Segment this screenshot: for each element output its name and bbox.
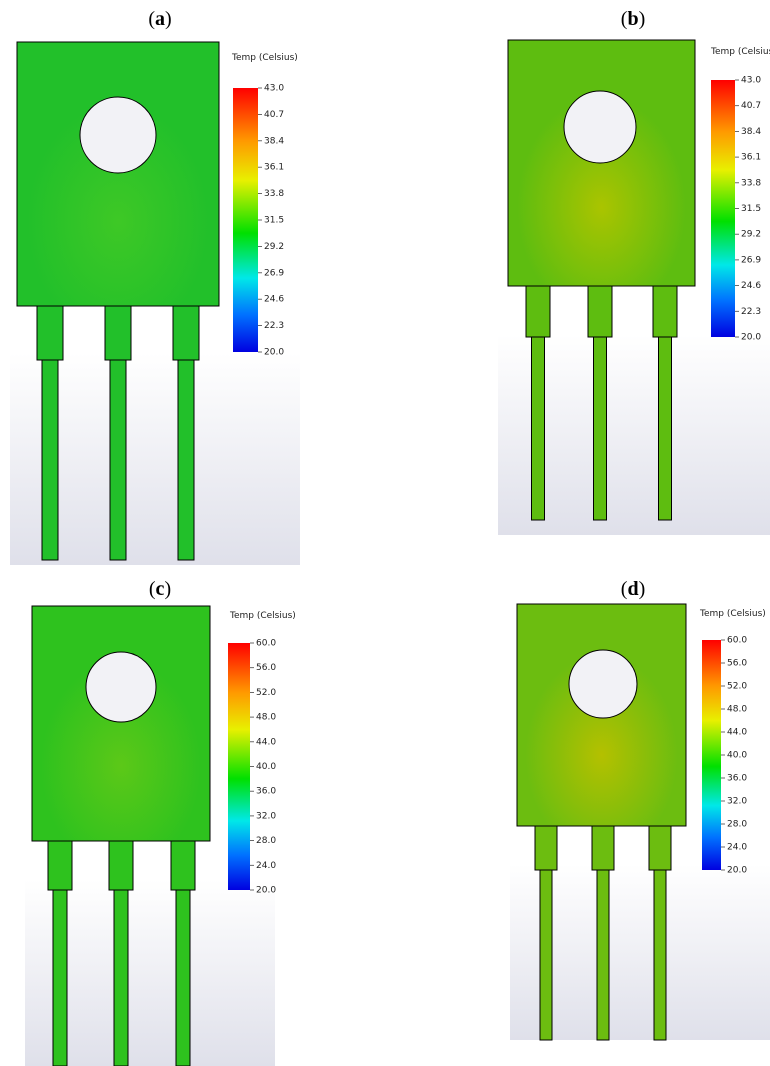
legend-title: Temp (Celsius): [699, 609, 766, 619]
panel: (d) Temp (Celsius) 60.0 56.0 52.0 48.0 44.0 40.…: [510, 578, 770, 1040]
panel: (c) Temp (Celsius) 60.0 56.0 52.0 48.0 44.0 40.…: [25, 578, 296, 1066]
scale-label: 24.0: [256, 861, 276, 871]
panel-label: (c): [149, 578, 171, 600]
pin-tab: [653, 286, 677, 337]
pin-tab: [37, 306, 63, 360]
scale-label: 24.6: [264, 295, 284, 305]
scale-label: 28.0: [727, 820, 747, 830]
scale-label: 44.0: [727, 728, 747, 738]
pin-leg: [532, 336, 545, 520]
scale-label: 36.1: [741, 153, 761, 163]
pin-leg: [540, 869, 552, 1040]
scale-label: 56.0: [727, 659, 747, 669]
scale-label: 22.3: [264, 321, 284, 331]
mounting-hole: [86, 652, 156, 722]
color-scale: [228, 643, 250, 890]
legend-title: Temp (Celsius): [710, 47, 770, 57]
scale-label: 43.0: [264, 84, 284, 94]
scale-label: 40.7: [741, 101, 761, 111]
component-body: [17, 42, 219, 306]
pin-leg: [178, 359, 194, 560]
scale-label: 24.6: [741, 281, 761, 291]
pin-tab: [588, 286, 612, 337]
scale-label: 24.0: [727, 843, 747, 853]
pin-tab: [109, 841, 133, 890]
scale-label: 22.3: [741, 307, 761, 317]
scale-label: 20.0: [727, 866, 747, 876]
scale-label: 26.9: [741, 255, 761, 265]
scale-label: 43.0: [741, 76, 761, 86]
component-body: [32, 606, 210, 841]
panel-label: (d): [621, 578, 645, 600]
scale-label: 20.0: [741, 333, 761, 343]
scale-label: 40.0: [256, 762, 276, 772]
panel: (a) Temp (Celsius) 43.0 40.7 38.4 36.1 33.8 31.…: [10, 8, 300, 565]
pin-leg: [594, 336, 607, 520]
pin-tab: [592, 826, 614, 870]
pin-tab: [649, 826, 671, 870]
pin-leg: [654, 869, 666, 1040]
scale-label: 33.8: [264, 189, 284, 199]
pin-leg: [42, 359, 58, 560]
panel-letter: a: [155, 8, 165, 30]
color-scale: [711, 80, 735, 337]
scale-label: 32.0: [256, 811, 276, 821]
pin-tab: [105, 306, 131, 360]
scale-label: 29.2: [264, 242, 284, 252]
scale-label: 40.0: [727, 751, 747, 761]
scale-label: 28.0: [256, 836, 276, 846]
scale-label: 60.0: [727, 636, 747, 646]
pin-leg: [597, 869, 609, 1040]
scale-label: 36.0: [256, 787, 276, 797]
scale-label: 48.0: [256, 713, 276, 723]
scale-label: 31.5: [264, 216, 284, 226]
scale-label: 48.0: [727, 705, 747, 715]
mounting-hole: [80, 97, 156, 173]
panel-letter: b: [627, 8, 638, 30]
panel: (b) Temp (Celsius) 43.0 40.7 38.4 36.1 33.8 31.…: [498, 8, 770, 535]
scale-label: 26.9: [264, 268, 284, 278]
scale-label: 31.5: [741, 204, 761, 214]
scale-label: 36.0: [727, 774, 747, 784]
scale-label: 52.0: [256, 688, 276, 698]
mounting-hole: [564, 91, 636, 163]
scale-label: 56.0: [256, 663, 276, 673]
pin-tab: [173, 306, 199, 360]
scale-label: 20.0: [264, 348, 284, 358]
panel-label: (a): [148, 8, 171, 30]
legend-title: Temp (Celsius): [231, 53, 298, 63]
scale-label: 52.0: [727, 682, 747, 692]
pin-tab: [48, 841, 72, 890]
pin-tab: [171, 841, 195, 890]
pin-tab: [535, 826, 557, 870]
panel-label: (b): [621, 8, 645, 30]
color-scale: [233, 88, 258, 352]
panel-letter: c: [156, 578, 165, 600]
scale-label: 38.4: [741, 127, 761, 137]
pin-leg: [53, 889, 67, 1066]
mounting-hole: [569, 650, 637, 718]
scale-label: 36.1: [264, 163, 284, 173]
scale-label: 29.2: [741, 230, 761, 240]
pin-tab: [526, 286, 550, 337]
scale-label: 40.7: [264, 110, 284, 120]
color-scale: [702, 640, 721, 870]
scale-label: 44.0: [256, 737, 276, 747]
scale-label: 32.0: [727, 797, 747, 807]
pin-leg: [110, 359, 126, 560]
scale-label: 33.8: [741, 178, 761, 188]
pin-leg: [176, 889, 190, 1066]
pin-leg: [114, 889, 128, 1066]
legend-title: Temp (Celsius): [229, 611, 296, 621]
scale-label: 38.4: [264, 136, 284, 146]
pin-leg: [659, 336, 672, 520]
scale-label: 20.0: [256, 886, 276, 896]
figure: (a) Temp (Celsius) 43.0 40.7 38.4 36.1 33.8 31.…: [0, 0, 770, 1066]
panel-letter: d: [627, 578, 638, 600]
scale-label: 60.0: [256, 639, 276, 649]
